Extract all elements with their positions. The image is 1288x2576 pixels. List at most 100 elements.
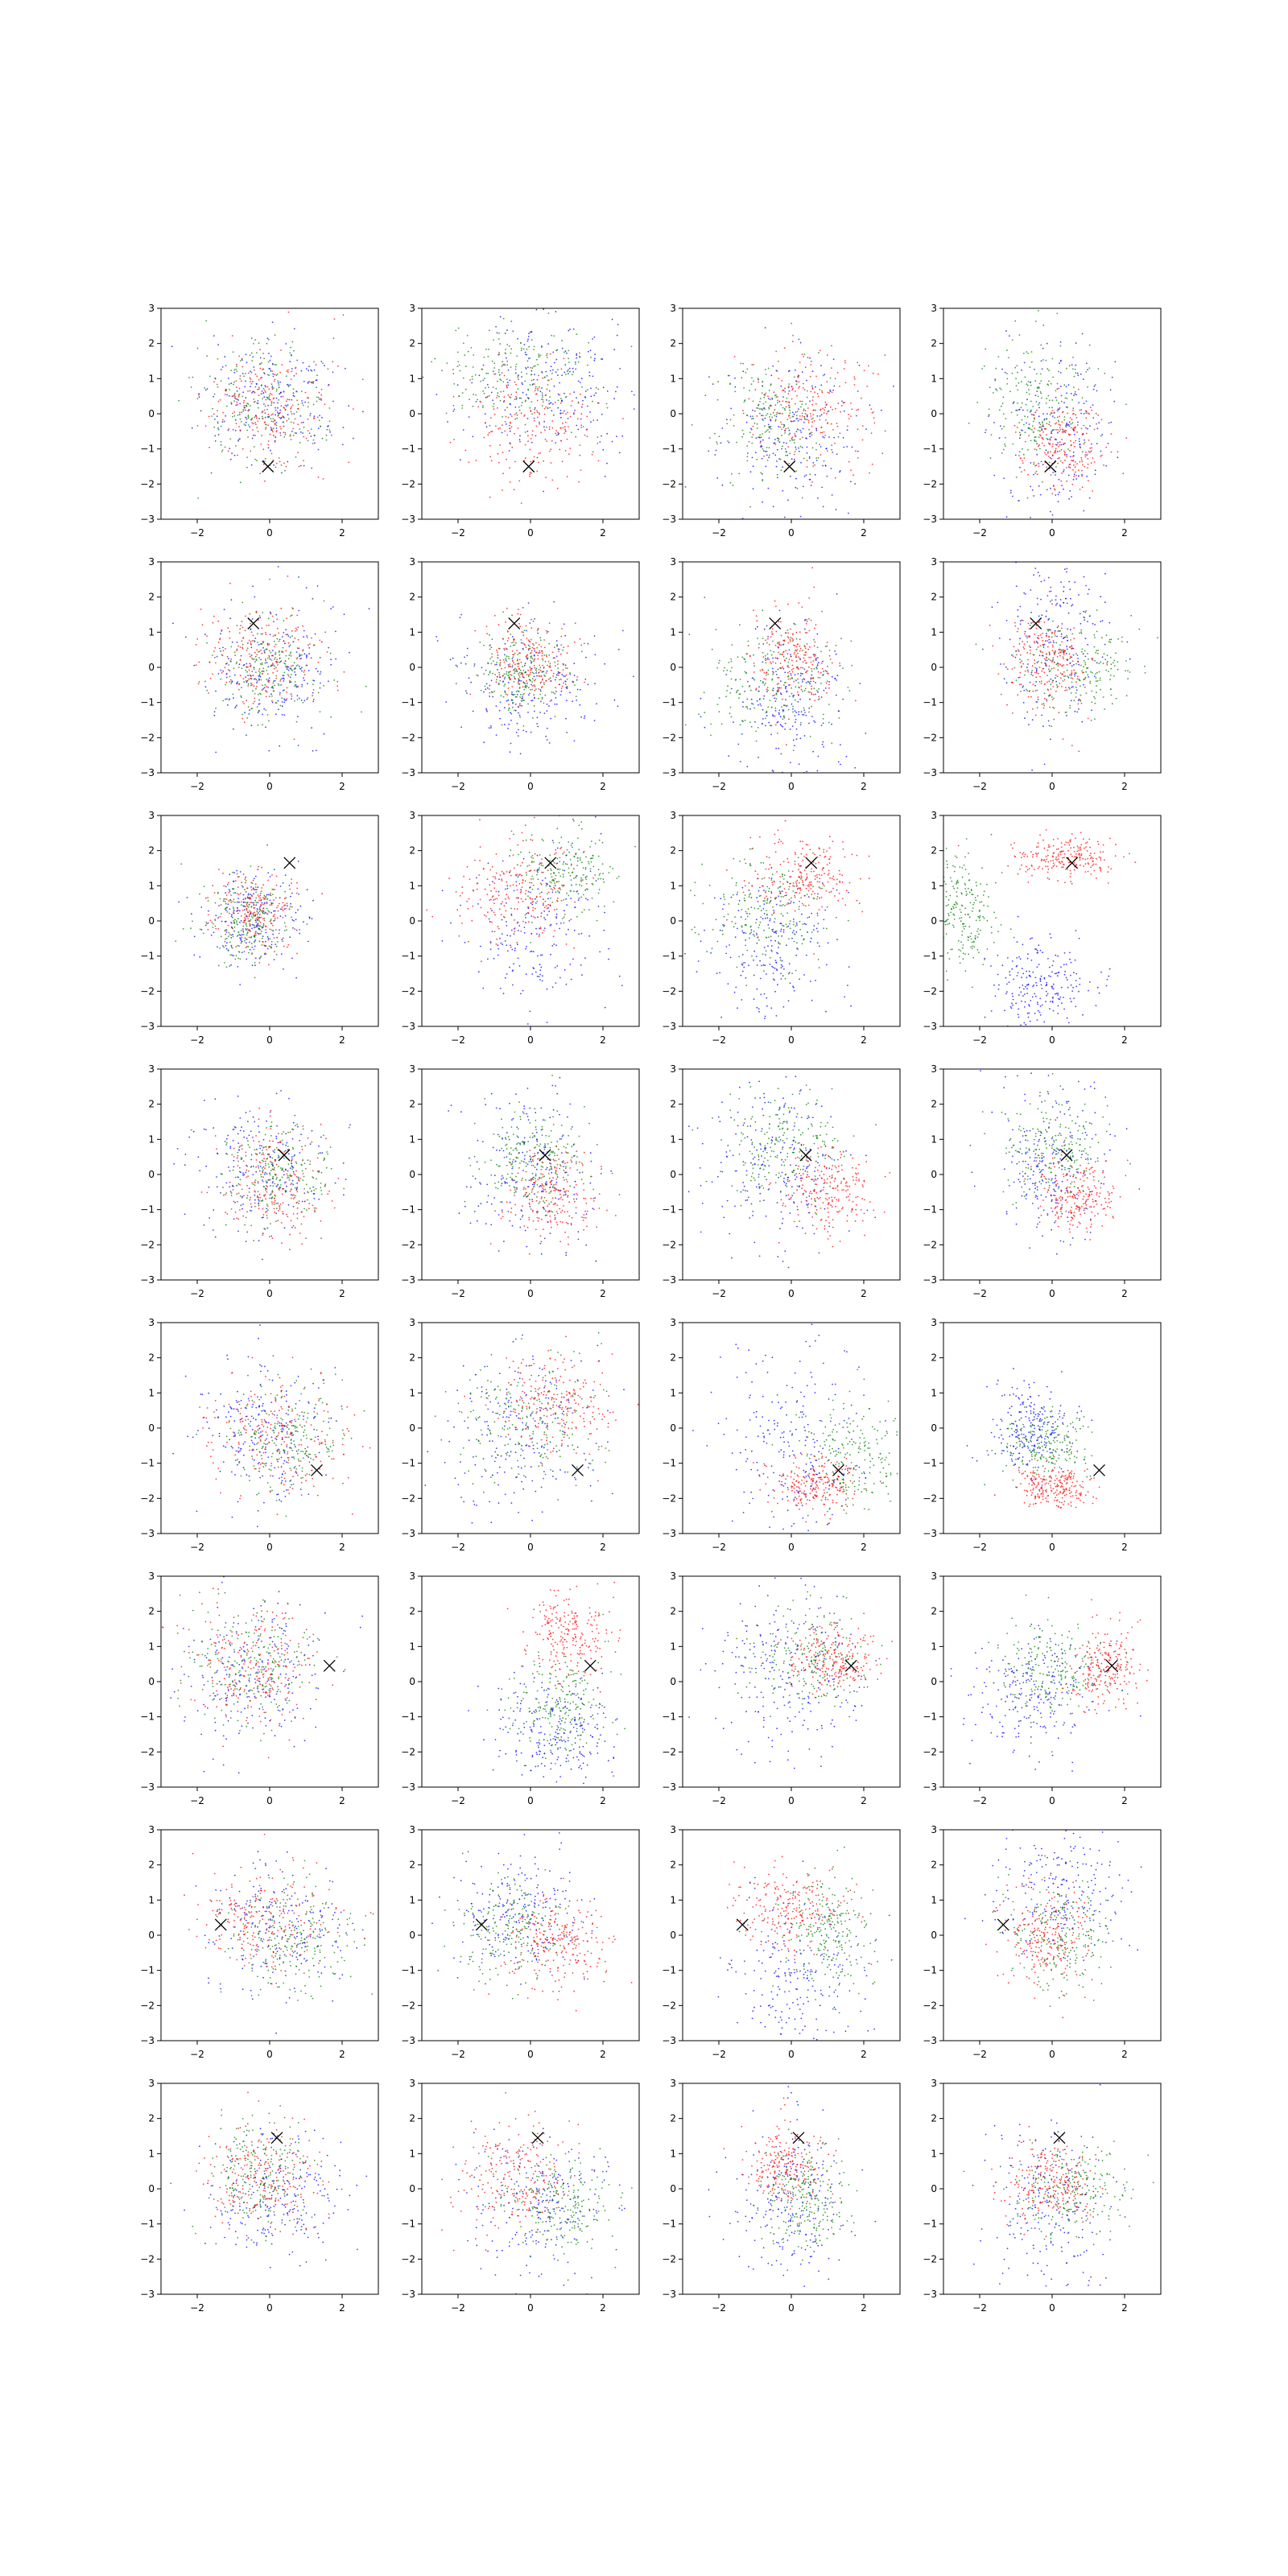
point-red (1053, 485, 1055, 487)
point-green (502, 390, 505, 392)
point-red (518, 667, 520, 670)
point-red (250, 677, 252, 679)
point-red (271, 386, 273, 389)
point-blue (779, 716, 782, 718)
point-red (789, 640, 791, 642)
point-red (530, 460, 532, 463)
point-blue (297, 745, 299, 746)
point-blue (1030, 671, 1033, 674)
point-green (475, 394, 477, 396)
point-blue (258, 675, 260, 677)
point-blue (758, 378, 759, 381)
point-red (788, 658, 791, 660)
point-green (765, 682, 766, 684)
point-red (765, 659, 766, 662)
point-red (506, 630, 509, 632)
point-blue (815, 682, 816, 683)
point-green (749, 721, 751, 723)
point-red (298, 465, 300, 468)
point-green (1012, 443, 1014, 445)
point-green (279, 657, 281, 659)
point-blue (286, 667, 288, 669)
point-red (579, 454, 581, 456)
point-blue (537, 632, 539, 634)
point-green (510, 634, 512, 635)
point-red (292, 435, 295, 436)
point-red (576, 676, 578, 678)
point-green (762, 433, 763, 435)
point-red (250, 675, 252, 677)
point-green (764, 408, 766, 411)
point-green (1042, 324, 1045, 326)
point-blue (775, 747, 778, 749)
point-blue (1076, 372, 1079, 374)
point-green (538, 386, 540, 388)
point-blue (799, 737, 802, 740)
point-red (518, 609, 519, 610)
point-green (759, 398, 762, 400)
point-blue (837, 761, 840, 763)
point-blue (1022, 409, 1024, 411)
point-green (784, 390, 786, 393)
point-green (780, 404, 782, 406)
point-green (520, 397, 522, 399)
point-blue (264, 385, 266, 387)
point-blue (1074, 581, 1075, 584)
point-red (259, 367, 262, 369)
point-blue (520, 642, 522, 644)
point-red (242, 717, 244, 720)
point-red (217, 620, 219, 622)
point-red (580, 393, 581, 395)
point-red (221, 671, 223, 674)
point-blue (506, 423, 507, 425)
point-green (532, 678, 534, 680)
point-blue (767, 423, 770, 426)
point-blue (1034, 394, 1037, 396)
point-blue (291, 398, 293, 401)
point-red (557, 672, 559, 675)
point-green (789, 417, 791, 419)
point-green (1042, 359, 1044, 361)
point-green (776, 473, 778, 476)
point-red (784, 387, 786, 390)
point-red (348, 461, 350, 464)
point-blue (1070, 700, 1072, 702)
point-red (489, 645, 490, 646)
point-red (516, 650, 518, 651)
point-blue (795, 446, 797, 448)
point-blue (217, 673, 220, 675)
point-red (777, 396, 778, 398)
point-red (237, 688, 240, 691)
point-red (791, 638, 794, 640)
point-blue (305, 657, 308, 658)
point-green (514, 667, 516, 670)
point-blue (214, 419, 216, 420)
point-red (238, 426, 240, 427)
point-blue (245, 424, 246, 427)
point-green (523, 630, 526, 631)
point-red (770, 663, 772, 665)
point-blue (835, 522, 836, 523)
point-blue (269, 634, 271, 636)
point-red (551, 440, 553, 442)
point-red (496, 397, 497, 398)
point-green (318, 419, 320, 421)
point-green (262, 398, 263, 400)
point-green (233, 381, 235, 383)
point-red (322, 478, 324, 480)
point-blue (782, 795, 784, 796)
point-green (797, 428, 799, 431)
point-red (530, 650, 533, 652)
point-red (231, 395, 233, 398)
point-red (828, 687, 830, 689)
point-red (526, 654, 528, 657)
point-blue (344, 367, 346, 369)
point-green (533, 365, 535, 368)
y-tick-label: −3 (401, 767, 415, 778)
point-red (811, 567, 813, 569)
point-red (273, 397, 275, 399)
point-green (813, 687, 815, 690)
point-blue (1081, 473, 1083, 476)
point-red (795, 650, 798, 652)
point-blue (220, 650, 221, 652)
